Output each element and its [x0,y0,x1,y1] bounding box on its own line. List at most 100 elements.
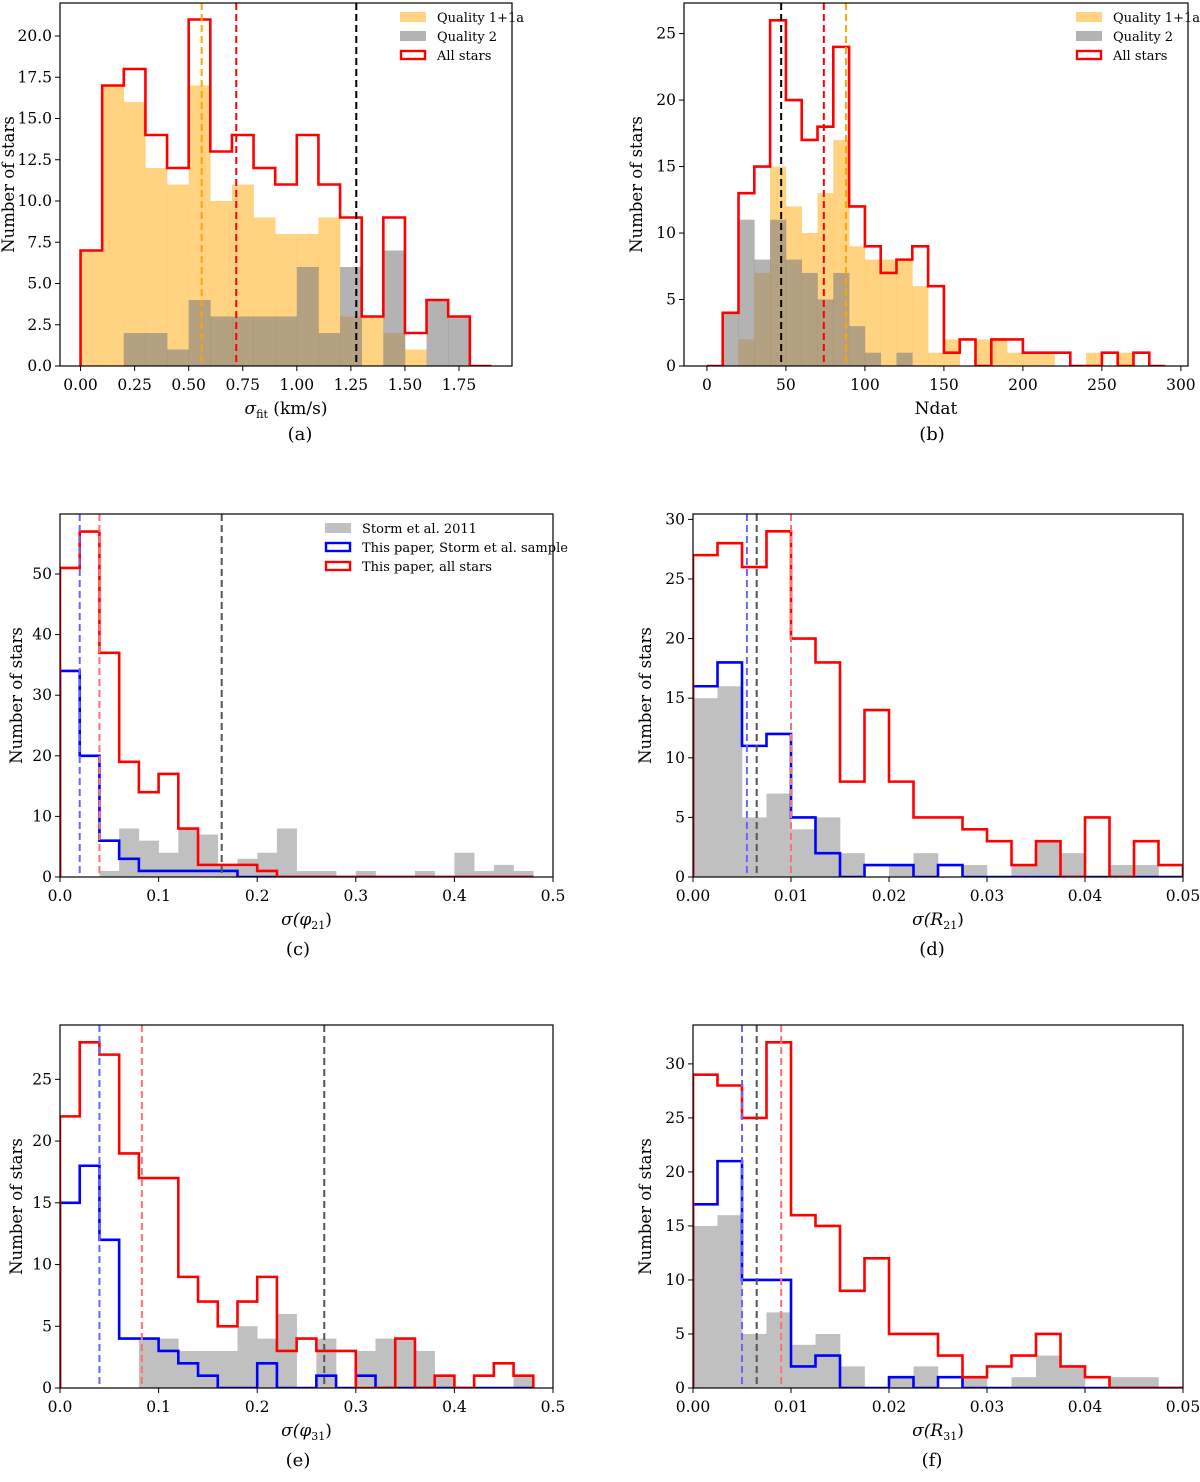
bar [198,1350,219,1388]
bar [167,349,189,366]
legend-label: Quality 1+1a [1113,11,1200,26]
legend-item: All stars [1075,49,1167,64]
bar [912,286,929,366]
x-tick-label: 0.1 [146,1398,171,1416]
bar [717,1215,743,1388]
step-line-this-paper-all-stars [60,1040,535,1388]
bar [975,339,992,366]
bar [138,840,159,877]
y-axis-label: Number of stars [636,1138,655,1275]
bar [167,184,189,366]
y-tick-label: 30 [665,1055,685,1073]
bar [817,299,834,366]
bar [889,865,914,877]
bar [188,85,211,366]
x-tick-label: 0.02 [872,1398,907,1416]
y-tick-label: 25 [656,25,676,43]
y-tick-label: 5 [675,808,685,826]
y-tick-label: 30 [665,510,685,528]
y-tick-label: 20 [656,91,676,109]
legend-swatch [1076,12,1102,22]
y-axis-label: Number of stars [7,1138,26,1275]
bar [158,852,179,877]
bar [217,1350,238,1388]
x-axis-label: σ(R21) [912,910,964,932]
y-tick-label: 30 [32,686,52,704]
x-tick-label: 0.5 [541,1398,566,1416]
bar [188,300,211,366]
bar [742,817,767,877]
y-tick-label: 10 [656,224,676,242]
bar [361,316,384,366]
panel-caption: (f) [922,1450,943,1471]
bar [383,250,406,366]
bar [791,829,816,877]
bar [1036,1355,1061,1388]
plot-area [693,1025,1183,1388]
x-axis-label: Ndat [915,399,958,419]
x-tick-label: 300 [1166,376,1196,394]
y-tick-label: 0 [666,357,676,375]
panel-caption: (d) [919,939,945,960]
bar [316,870,337,877]
bar [395,1338,416,1388]
y-tick-label: 20 [665,630,685,648]
y-tick-label: 0 [675,868,685,886]
y-tick-label: 7.5 [27,233,52,251]
x-tick-label: 200 [1008,376,1038,394]
bar [318,333,341,366]
x-tick-label: 0.0 [48,887,73,905]
series-quality-2 [722,219,913,366]
legend: Quality 1+1a Quality 2 All stars [399,11,524,64]
axes-frame [692,513,1184,878]
legend-label: Quality 2 [1113,30,1173,45]
bar [742,1333,767,1388]
panel-e: 0.0 0.1 0.2 0.3 0.4 0.5 0 5 10 15 20 25 Number of st… [7,1024,566,1471]
bar [738,219,755,366]
bar [1022,352,1039,366]
x-tick-label: 0.02 [872,887,907,905]
legend-label: Storm et al. 2011 [362,522,477,537]
bar [178,828,199,877]
legend-swatch [1075,49,1103,61]
bar [316,1338,337,1388]
step-line-this-paper-all-stars [693,1040,1183,1388]
bar [340,267,362,366]
bar [840,1366,865,1388]
x-tick-label: 0.0 [48,1398,73,1416]
legend-swatch [324,560,352,572]
x-tick-label: 0.00 [676,887,711,905]
x-tick-label: 0.05 [1166,887,1200,905]
bar [896,259,913,366]
legend-item: All stars [399,49,491,64]
y-tick-label: 50 [32,565,52,583]
panel-caption: (c) [286,939,310,960]
bar [404,349,427,366]
plot-area [60,514,534,877]
x-tick-label: 0.2 [245,1398,270,1416]
y-tick-label: 5 [666,291,676,309]
bar [493,864,514,877]
panel-a: 0.00 0.25 0.50 0.75 1.00 1.25 1.50 1.75 0.0 2.5 5.… [0,2,524,445]
bar [849,326,866,366]
y-tick-label: 0.0 [27,357,52,375]
bar [448,316,471,366]
bar [178,1350,199,1388]
bar [275,316,298,366]
bar [375,1338,396,1388]
legend-label: Quality 1+1a [437,11,524,26]
bar [80,250,103,366]
panel-caption: (e) [286,1450,311,1471]
bar [474,870,495,877]
bar [355,870,376,877]
bar [1060,1366,1086,1388]
legend-swatch [1076,31,1102,41]
bar [880,259,897,366]
x-tick-label: 250 [1087,376,1117,394]
bar [1109,1377,1135,1388]
step-line-all-stars [79,18,492,366]
panel-b: 0 50 100 150 200 250 300 0 5 10 15 20 25 Number of st… [627,2,1200,445]
legend-swatch [325,523,351,533]
x-axis-label: σ(φ21) [281,910,332,932]
